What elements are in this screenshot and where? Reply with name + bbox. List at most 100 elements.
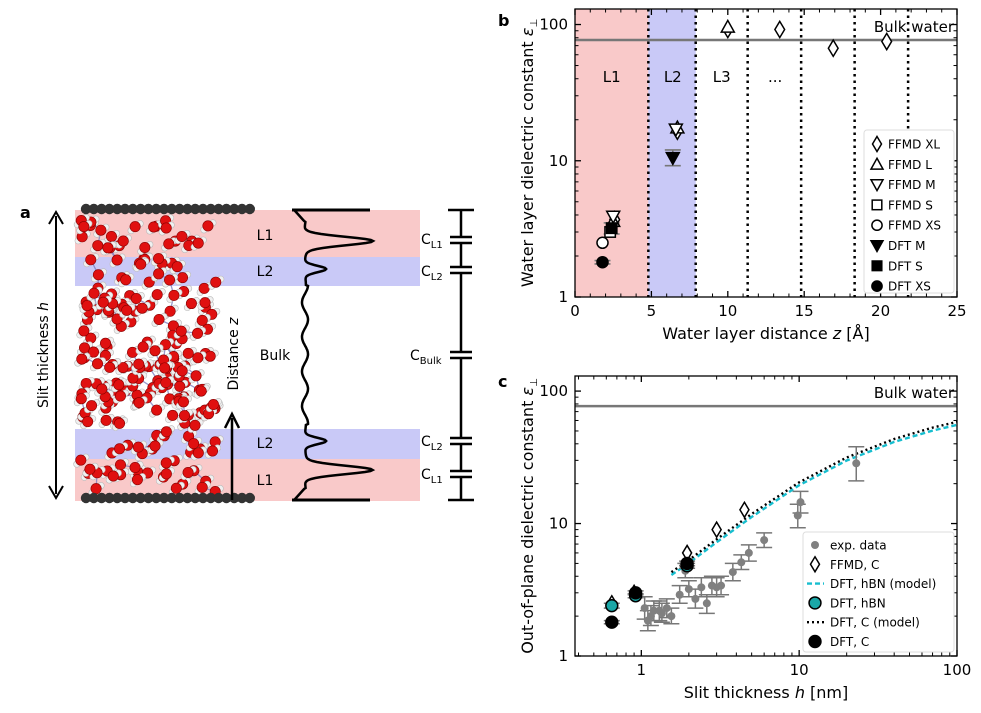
oxygen-atom xyxy=(100,337,112,349)
c-xtick-label: 1 xyxy=(637,661,647,679)
oxygen-atom xyxy=(189,419,201,431)
region-label-l2: L2 xyxy=(664,68,682,86)
oxygen-atom xyxy=(167,409,179,421)
wall-atom xyxy=(213,203,224,215)
model-curve-dft-c xyxy=(670,420,958,574)
point-exp-data xyxy=(737,558,746,567)
distance-z-arrow xyxy=(223,411,241,500)
point-exp-data xyxy=(728,568,737,577)
oxygen-atom xyxy=(114,390,126,402)
b-frame xyxy=(574,8,958,298)
wall-atom xyxy=(143,492,154,504)
panel-c: c Bulk water 1 10 100 1 10 100 Slit thickness h… xyxy=(498,372,971,702)
c-ytick-label: 100 xyxy=(539,382,568,400)
legend-label-ffmd-c: FFMD, C xyxy=(830,558,879,572)
oxygen-atom xyxy=(160,426,172,438)
wall-atom xyxy=(213,492,224,504)
b-xtick-label: 10 xyxy=(718,302,737,320)
point-exp-data xyxy=(640,604,649,613)
cap-label-l1-bottom: CL1 xyxy=(421,467,443,486)
point-ffmd-xl xyxy=(827,38,839,58)
oxygen-atom xyxy=(92,269,104,281)
legend-label-ffmd-l: FFMD L xyxy=(888,158,932,172)
wall-atom xyxy=(158,492,170,504)
b-ylabel: Water layer dielectric constant ε⊥ xyxy=(518,19,540,287)
point-dft-c xyxy=(628,586,643,600)
wall-atom xyxy=(80,203,92,215)
region-label-l3: L3 xyxy=(713,68,731,86)
legend-marker-ffmd-m xyxy=(869,179,885,193)
panel-a: a Slit thickness h Distance z L1 L2 Bulk… xyxy=(20,203,474,504)
legend-marker-ffmd-c xyxy=(809,555,821,574)
oxygen-atom xyxy=(130,293,142,305)
wall-atom xyxy=(205,492,216,504)
oxygen-atom xyxy=(75,393,87,405)
oxygen-atom xyxy=(175,325,187,337)
wall-atom xyxy=(182,492,193,504)
wall-atom xyxy=(119,492,131,504)
oxygen-atom xyxy=(153,313,165,325)
oxygen-atom xyxy=(133,397,145,409)
bulk-water-label-c: Bulk water xyxy=(874,384,955,402)
region-label-ellipsis: ... xyxy=(768,68,782,86)
wall-atom xyxy=(143,203,154,215)
c-xtick-label: 100 xyxy=(943,661,972,679)
point-exp-data xyxy=(697,583,706,592)
c-frame xyxy=(574,375,958,657)
legend-marker-ffmd-l xyxy=(869,156,885,170)
oxygen-atom xyxy=(185,298,197,310)
legend-label-exp-data: exp. data xyxy=(830,539,887,553)
wall-atom xyxy=(221,203,232,215)
oxygen-atom xyxy=(111,254,123,266)
point-exp-data xyxy=(760,536,769,545)
legend-label-ffmd-xs: FFMD XS xyxy=(888,219,941,233)
oxygen-atom xyxy=(204,350,216,362)
legend-c: exp. data FFMD, C DFT, hBN (model) DFT, hBN… xyxy=(802,531,955,653)
point-exp-data xyxy=(662,604,671,613)
oxygen-atom xyxy=(85,254,97,266)
legend-marker-ffmd-xs xyxy=(871,219,883,232)
band-label-bulk: Bulk xyxy=(260,348,291,364)
oxygen-atom xyxy=(111,313,123,325)
water-molecules-image xyxy=(73,214,225,500)
model-curve-dft-hbn xyxy=(670,423,958,576)
oxygen-atom xyxy=(80,377,92,389)
point-dft-hbn xyxy=(605,598,619,613)
oxygen-atom xyxy=(129,462,141,474)
wall-atom xyxy=(88,492,100,504)
wall-atom xyxy=(104,492,115,504)
oxygen-atom xyxy=(207,445,219,457)
band-label-l2-bottom: L2 xyxy=(257,436,274,452)
point-exp-data xyxy=(796,498,805,507)
oxygen-atom xyxy=(182,347,194,359)
point-dft-s xyxy=(605,222,618,235)
legend-label-dft-s: DFT S xyxy=(888,259,923,273)
oxygen-atom xyxy=(113,379,125,391)
oxygen-atom xyxy=(174,380,186,392)
point-exp-data xyxy=(793,511,802,520)
wall-atom xyxy=(236,492,248,504)
wall-atom xyxy=(166,203,177,215)
legend-label-ffmd-s: FFMD S xyxy=(888,198,933,212)
band-label-l1-top: L1 xyxy=(257,228,274,244)
b-xtick-label: 25 xyxy=(947,302,966,320)
oxygen-atom xyxy=(120,274,132,286)
point-exp-data xyxy=(657,609,666,618)
b-xtick-label: 5 xyxy=(647,302,657,320)
oxygen-atom xyxy=(132,441,144,453)
legend-marker-dft-s xyxy=(871,260,883,272)
oxygen-atom xyxy=(117,362,129,374)
legend-c-box xyxy=(802,531,955,653)
wall-atom xyxy=(221,492,232,504)
point-ffmd-m xyxy=(668,123,684,138)
oxygen-atom xyxy=(104,361,116,373)
oxygen-atom xyxy=(129,221,141,233)
distance-z-label: Distance z xyxy=(226,317,242,391)
oxygen-atom xyxy=(114,459,126,471)
oxygen-atom xyxy=(188,438,200,450)
oxygen-atom xyxy=(148,221,160,233)
oxygen-atom xyxy=(149,440,161,452)
point-exp-data xyxy=(702,599,711,608)
legend-label-dft-hbn-model: DFT, hBN (model) xyxy=(830,577,936,591)
region-shading-1 xyxy=(575,9,649,297)
